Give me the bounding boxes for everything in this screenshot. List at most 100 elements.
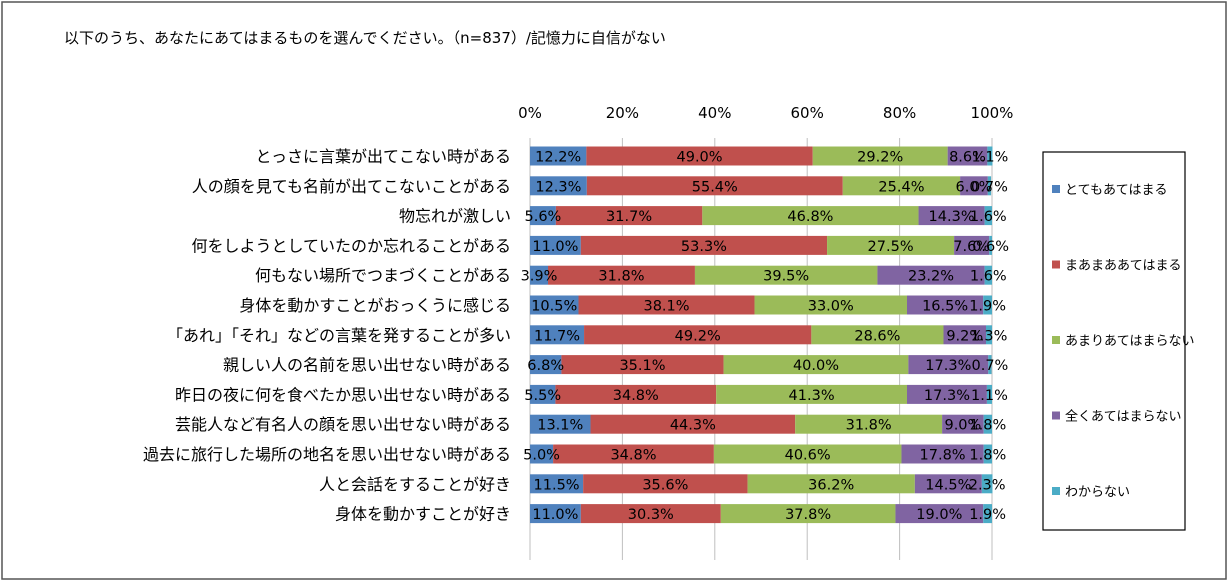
data-label: 6.0% [956,179,993,195]
bar-segment [983,295,992,315]
data-label: 1.9% [969,299,1006,315]
data-label: 28.6% [854,328,900,344]
bar-segment [918,206,985,226]
category-label: 「あれ」「それ」などの言葉を発することが多い [167,326,511,345]
bar-segment [895,504,984,524]
category-label: 親しい人の名前を思い出せない時がある [223,356,511,375]
bar-segment [986,384,992,404]
bar-segment [530,235,581,255]
data-label: 1.8% [969,418,1006,434]
bar-segment [842,176,961,196]
x-tick-label: 40% [698,104,731,122]
category-label: 身体を動かすことがおっくうに感じる [239,296,511,315]
data-label: 17.3% [924,388,970,404]
legend-swatch [1052,487,1060,495]
bar-segment [586,146,813,166]
bar-segment [702,206,919,226]
bar-segment [987,146,993,166]
legend-swatch [1052,411,1060,420]
bar-segment [984,265,992,285]
data-label: 30.3% [628,507,674,523]
legend-box [1042,151,1186,531]
data-label: 23.2% [908,269,954,285]
data-label: 49.0% [677,150,723,166]
data-label: 35.1% [619,358,665,374]
data-label: 25.4% [878,179,924,195]
bar-segment [548,265,695,285]
bar-segment [747,474,915,494]
data-label: 5.6% [525,209,562,225]
data-label: 40.0% [793,358,839,374]
category-labels: とっさに言葉が出てこない時がある人の顔を見ても名前が出てこないことがある物忘れが… [143,147,511,524]
data-label: 33.0% [808,299,854,315]
bar-segment [530,414,591,434]
bar-segment [811,325,944,345]
data-label: 5.5% [524,388,561,404]
bar-segment [555,384,717,404]
data-label: 17.8% [920,448,966,464]
data-label: 31.8% [598,269,644,285]
data-label: 19.0% [916,507,962,523]
category-label: 人と会話をすることが好き [319,475,511,494]
bar-segment [723,355,909,375]
bar-segment [716,384,907,404]
bar-segment [989,235,992,255]
bar-segment [583,474,748,494]
bar-segment [590,414,796,434]
data-label: 12.3% [535,179,581,195]
bar-segment [795,414,943,434]
bar-segment [942,414,984,434]
x-tick-label: 20% [606,104,639,122]
bar-segment [954,235,990,255]
bar-segment [530,295,579,315]
bar-segment [530,384,556,404]
data-label: 53.3% [681,239,727,255]
data-label: 29.2% [857,150,903,166]
bar-segment [530,265,549,285]
bar-segment [580,504,721,524]
bar-segment [580,235,828,255]
category-label: 昨日の夜に何を食べたか思い出せない時がある [175,385,511,404]
legend-swatch [1052,260,1060,269]
bar-segment [555,206,703,226]
legend-label: わからない [1065,485,1130,500]
data-label: 9.2% [946,328,983,344]
data-label: 1.6% [970,269,1007,285]
data-label: 31.7% [606,209,652,225]
data-label: 1.3% [971,328,1008,344]
data-label: 9.0% [944,418,981,434]
legend-label: とてもあてはまる [1065,183,1167,198]
data-label: 3.9% [521,269,558,285]
bar-segment [906,384,987,404]
data-label: 12.2% [535,150,581,166]
bars [530,146,993,524]
bar-segment [530,474,584,494]
data-labels: 12.2% 49.0% 29.2% 8.6%1.1%12.3% 55.4% 25.4% 6.… [521,150,1009,524]
category-label: 人の顔を見ても名前が出てこないことがある [192,177,511,196]
data-label: 11.7% [534,328,580,344]
x-tick-label: 100% [971,104,1014,122]
data-label: 11.5% [534,477,580,493]
bar-segment [988,355,992,375]
data-label: 2.3% [969,477,1006,493]
legend: とてもあてはまるまあまああてはまるあまりあてはまらない全くあてはまらないわからな… [1042,151,1194,531]
data-label: 1.1% [971,388,1008,404]
category-label: 芸能人など有名人の顔を思い出せない時がある [175,415,511,434]
legend-swatch [1052,336,1060,344]
bar-segment [530,444,554,464]
bar-segment [561,355,724,375]
data-label: 41.3% [789,388,835,404]
category-label: 身体を動かすことが好き [335,505,511,524]
x-tick-label: 0% [518,104,542,122]
data-label: 35.6% [642,477,688,493]
data-label: 17.3% [925,358,971,374]
data-label: 1.6% [970,209,1007,225]
category-label: 何もない場所でつまづくことがある [255,266,511,285]
bar-segment [530,355,562,375]
bar-segment [530,176,587,196]
bar-segment [983,414,992,434]
bar-segment [960,176,988,196]
x-tick-label: 80% [883,104,916,122]
